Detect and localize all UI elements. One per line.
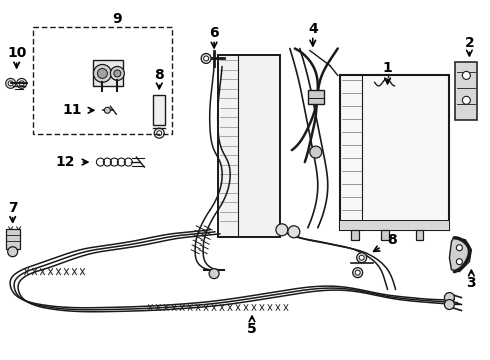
Text: 6: 6 [209,26,219,40]
Bar [218,55,280,237]
Circle shape [94,64,111,82]
Bar [6,229,20,249]
Circle shape [463,96,470,104]
Text: 8: 8 [154,68,164,82]
Bar [455,62,477,120]
Circle shape [114,70,121,77]
Circle shape [17,78,26,88]
Polygon shape [449,238,471,272]
Circle shape [209,269,219,279]
Circle shape [19,81,24,86]
Circle shape [110,67,124,80]
Text: 3: 3 [466,276,476,289]
Bar [33,27,172,134]
Text: 9: 9 [113,12,122,26]
Circle shape [444,300,454,310]
Circle shape [98,68,107,78]
Circle shape [201,54,211,63]
Text: 11: 11 [63,103,82,117]
Circle shape [288,226,300,238]
Circle shape [276,224,288,236]
Text: 4: 4 [308,22,318,36]
Circle shape [8,247,18,257]
Circle shape [444,293,454,302]
Bar [308,90,324,104]
Circle shape [204,56,209,61]
Circle shape [463,71,470,80]
Text: 8: 8 [387,233,396,247]
Circle shape [104,107,110,113]
Text: 1: 1 [383,62,392,76]
Bar [351,230,359,240]
Circle shape [310,146,322,158]
Bar [340,75,449,230]
Bar [381,230,389,240]
Circle shape [6,78,16,88]
Text: 12: 12 [56,155,75,169]
Circle shape [353,268,363,278]
Circle shape [456,259,463,265]
Text: 5: 5 [247,323,257,337]
Text: 7: 7 [8,201,18,215]
Circle shape [355,270,360,275]
Bar [340,220,449,230]
Text: 10: 10 [7,46,26,60]
Circle shape [456,245,463,251]
Circle shape [359,255,364,260]
Circle shape [8,81,13,86]
Text: 2: 2 [465,36,474,50]
Bar [94,60,123,86]
Bar [153,95,165,125]
Circle shape [357,253,367,263]
Bar [416,230,423,240]
